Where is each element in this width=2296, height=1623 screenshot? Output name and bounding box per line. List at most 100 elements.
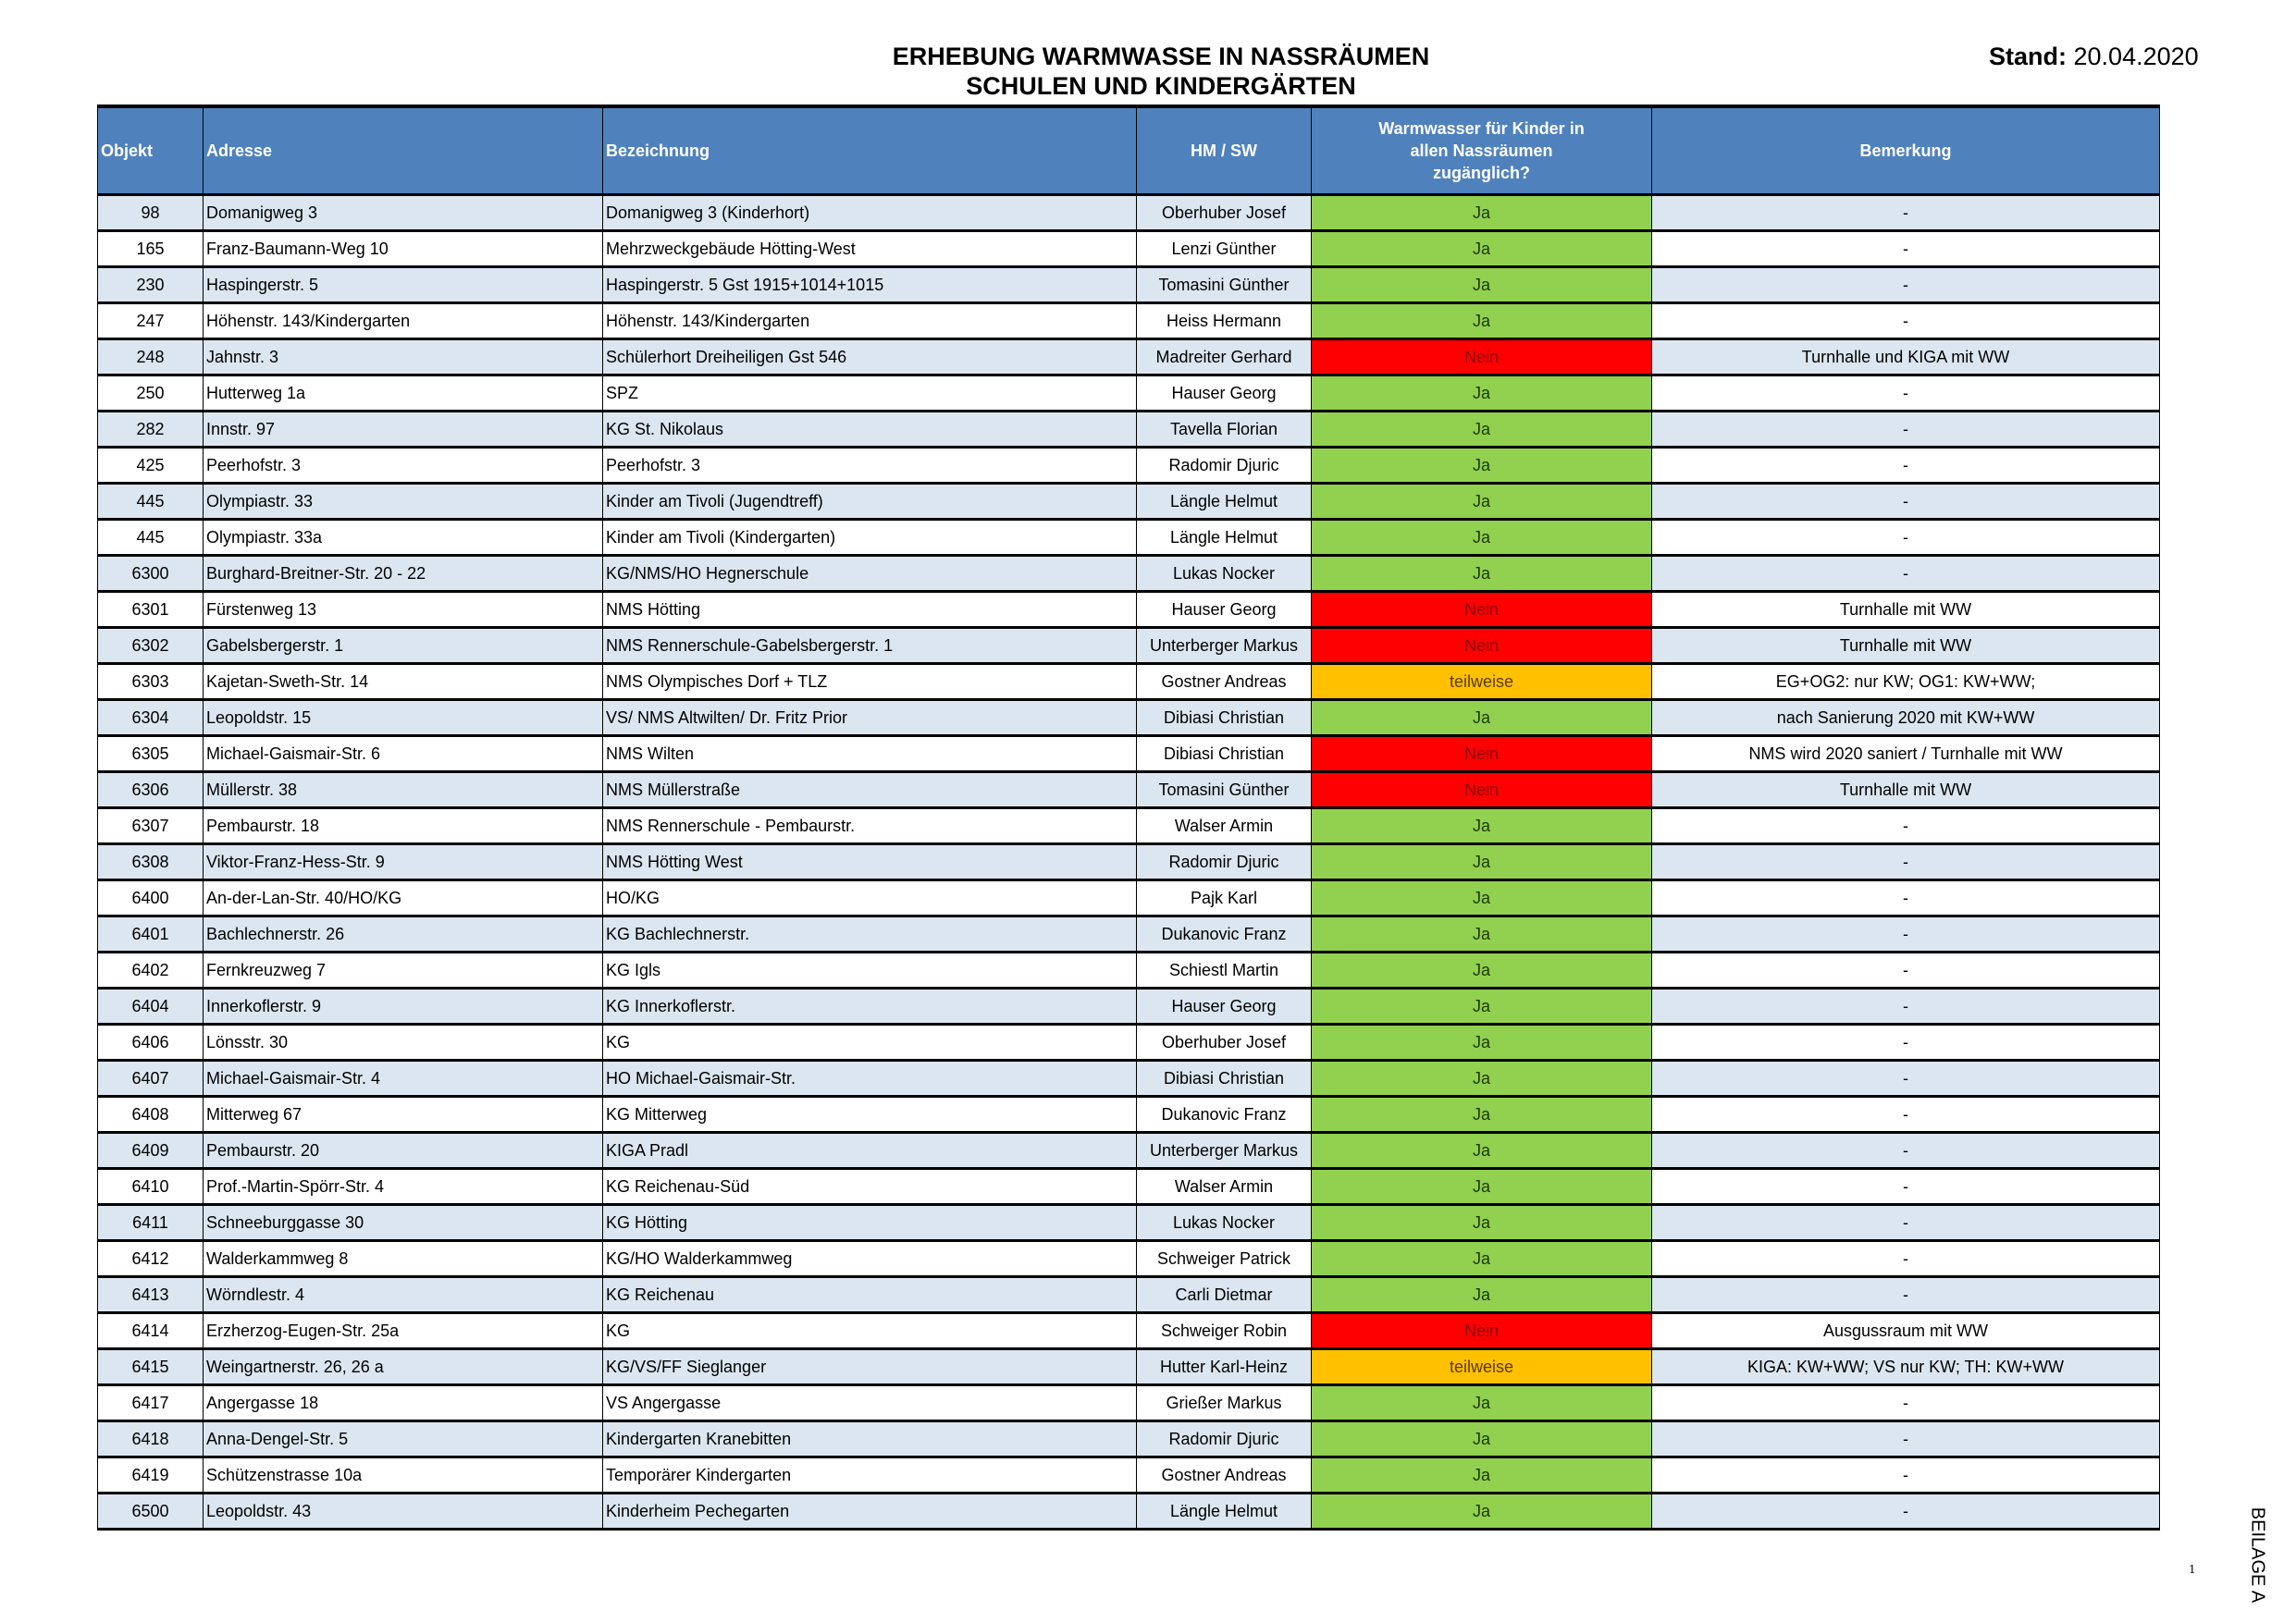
cell-adresse: Leopoldstr. 43 bbox=[203, 1492, 603, 1530]
cell-objekt: 6409 bbox=[97, 1131, 204, 1169]
cell-objekt: 6414 bbox=[97, 1311, 204, 1349]
cell-objekt: 6303 bbox=[97, 662, 204, 700]
table-row: 6418 Anna-Dengel-Str. 5 Kindergarten Krane… bbox=[97, 1420, 2160, 1457]
cell-bezeichnung: Peerhofstr. 3 bbox=[602, 446, 1137, 484]
cell-bemerkung: - bbox=[1651, 1239, 2160, 1277]
cell-hm-sw: Radomir Djuric bbox=[1136, 446, 1312, 484]
cell-objekt: 6302 bbox=[97, 626, 204, 664]
cell-bemerkung: Ausgussraum mit WW bbox=[1651, 1311, 2160, 1349]
cell-bezeichnung: KG Bachlechnerstr. bbox=[602, 915, 1137, 953]
table-row: 6500 Leopoldstr. 43 Kinderheim Pechegarten… bbox=[97, 1492, 2160, 1530]
cell-bezeichnung: Höhenstr. 143/Kindergarten bbox=[602, 301, 1137, 339]
cell-hm-sw: Walser Armin bbox=[1136, 806, 1312, 844]
cell-bezeichnung: SPZ bbox=[602, 374, 1137, 412]
cell-warmwasser-status: Ja bbox=[1311, 482, 1652, 520]
cell-adresse: Hutterweg 1a bbox=[203, 374, 603, 412]
column-header-adresse: Adresse bbox=[203, 105, 603, 196]
cell-bezeichnung: Kinderheim Pechegarten bbox=[602, 1492, 1137, 1530]
table-row: 6404 Innerkoflerstr. 9 KG Innerkoflerstr. H… bbox=[97, 987, 2160, 1025]
cell-objekt: 6406 bbox=[97, 1023, 204, 1061]
cell-bemerkung: - bbox=[1651, 193, 2160, 231]
cell-adresse: Innstr. 97 bbox=[203, 410, 603, 448]
cell-hm-sw: Längle Helmut bbox=[1136, 518, 1312, 556]
table-row: 247 Höhenstr. 143/Kindergarten Höhenstr. 1… bbox=[97, 301, 2160, 339]
table-row: 6303 Kajetan-Sweth-Str. 14 NMS Olympisches… bbox=[97, 662, 2160, 700]
cell-bemerkung: - bbox=[1651, 1059, 2160, 1097]
cell-bemerkung: - bbox=[1651, 446, 2160, 484]
cell-bemerkung: - bbox=[1651, 1383, 2160, 1421]
cell-warmwasser-status: Ja bbox=[1311, 229, 1652, 267]
cell-bezeichnung: VS/ NMS Altwilten/ Dr. Fritz Prior bbox=[602, 698, 1137, 736]
cell-hm-sw: Oberhuber Josef bbox=[1136, 193, 1312, 231]
cell-bezeichnung: Temporärer Kindergarten bbox=[602, 1456, 1137, 1494]
cell-hm-sw: Tomasini Günther bbox=[1136, 770, 1312, 808]
cell-objekt: 6305 bbox=[97, 734, 204, 772]
cell-bemerkung: - bbox=[1651, 1456, 2160, 1494]
cell-warmwasser-status: Ja bbox=[1311, 1131, 1652, 1169]
cell-bezeichnung: NMS Wilten bbox=[602, 734, 1137, 772]
cell-hm-sw: Unterberger Markus bbox=[1136, 626, 1312, 664]
cell-bemerkung: - bbox=[1651, 1131, 2160, 1169]
cell-bemerkung: Turnhalle und KIGA mit WW bbox=[1651, 338, 2160, 375]
cell-bemerkung: - bbox=[1651, 1420, 2160, 1457]
cell-bezeichnung: KG Reichenau-Süd bbox=[602, 1167, 1137, 1205]
table-row: 6401 Bachlechnerstr. 26 KG Bachlechnerstr.… bbox=[97, 915, 2160, 953]
cell-bezeichnung: KG Reichenau bbox=[602, 1275, 1137, 1313]
cell-adresse: Pembaurstr. 18 bbox=[203, 806, 603, 844]
table-row: 6302 Gabelsbergerstr. 1 NMS Rennerschule-G… bbox=[97, 626, 2160, 664]
cell-adresse: Müllerstr. 38 bbox=[203, 770, 603, 808]
cell-adresse: Leopoldstr. 15 bbox=[203, 698, 603, 736]
cell-bezeichnung: NMS Olympisches Dorf + TLZ bbox=[602, 662, 1137, 700]
cell-objekt: 6304 bbox=[97, 698, 204, 736]
cell-warmwasser-status: Ja bbox=[1311, 554, 1652, 592]
table-row: 6411 Schneeburggasse 30 KG Hötting Lukas No… bbox=[97, 1203, 2160, 1241]
cell-bemerkung: - bbox=[1651, 482, 2160, 520]
cell-bezeichnung: Domanigweg 3 (Kinderhort) bbox=[602, 193, 1137, 231]
cell-objekt: 250 bbox=[97, 374, 204, 412]
cell-warmwasser-status: Ja bbox=[1311, 987, 1652, 1025]
cell-adresse: Mitterweg 67 bbox=[203, 1095, 603, 1133]
cell-hm-sw: Dibiasi Christian bbox=[1136, 734, 1312, 772]
column-header-bezeichnung: Bezeichnung bbox=[602, 105, 1137, 196]
cell-bemerkung: Turnhalle mit WW bbox=[1651, 770, 2160, 808]
cell-hm-sw: Lukas Nocker bbox=[1136, 1203, 1312, 1241]
cell-objekt: 6307 bbox=[97, 806, 204, 844]
cell-objekt: 6500 bbox=[97, 1492, 204, 1530]
survey-table: Objekt Adresse Bezeichnung HM / SW Warmw… bbox=[97, 105, 2160, 1531]
cell-adresse: Peerhofstr. 3 bbox=[203, 446, 603, 484]
cell-objekt: 6408 bbox=[97, 1095, 204, 1133]
cell-hm-sw: Heiss Hermann bbox=[1136, 301, 1312, 339]
cell-hm-sw: Tomasini Günther bbox=[1136, 265, 1312, 303]
cell-bemerkung: Turnhalle mit WW bbox=[1651, 626, 2160, 664]
cell-bezeichnung: KG Hötting bbox=[602, 1203, 1137, 1241]
cell-objekt: 98 bbox=[97, 193, 204, 231]
cell-hm-sw: Hutter Karl-Heinz bbox=[1136, 1347, 1312, 1385]
cell-adresse: Prof.-Martin-Spörr-Str. 4 bbox=[203, 1167, 603, 1205]
cell-adresse: Walderkammweg 8 bbox=[203, 1239, 603, 1277]
cell-hm-sw: Gostner Andreas bbox=[1136, 662, 1312, 700]
cell-adresse: Jahnstr. 3 bbox=[203, 338, 603, 375]
cell-objekt: 6411 bbox=[97, 1203, 204, 1241]
cell-bezeichnung: VS Angergasse bbox=[602, 1383, 1137, 1421]
cell-hm-sw: Schweiger Patrick bbox=[1136, 1239, 1312, 1277]
cell-objekt: 6404 bbox=[97, 987, 204, 1025]
table-row: 98 Domanigweg 3 Domanigweg 3 (Kinderhort) O… bbox=[97, 193, 2160, 231]
cell-objekt: 165 bbox=[97, 229, 204, 267]
table-row: 250 Hutterweg 1a SPZ Hauser Georg Ja - bbox=[97, 374, 2160, 412]
table-row: 230 Haspingerstr. 5 Haspingerstr. 5 Gst 19… bbox=[97, 265, 2160, 303]
cell-adresse: Fürstenweg 13 bbox=[203, 590, 603, 628]
cell-objekt: 6415 bbox=[97, 1347, 204, 1385]
table-row: 6304 Leopoldstr. 15 VS/ NMS Altwilten/ Dr.… bbox=[97, 698, 2160, 736]
stand-value: 20.04.2020 bbox=[2073, 43, 2199, 70]
table-row: 282 Innstr. 97 KG St. Nikolaus Tavella Flor… bbox=[97, 410, 2160, 448]
stand-date: Stand: 20.04.2020 bbox=[1989, 42, 2199, 71]
cell-warmwasser-status: Ja bbox=[1311, 1095, 1652, 1133]
table-row: 6414 Erzherzog-Eugen-Str. 25a KG Schweiger … bbox=[97, 1311, 2160, 1349]
cell-warmwasser-status: teilweise bbox=[1311, 1347, 1652, 1385]
cell-adresse: Wörndlestr. 4 bbox=[203, 1275, 603, 1313]
cell-hm-sw: Hauser Georg bbox=[1136, 590, 1312, 628]
cell-adresse: Bachlechnerstr. 26 bbox=[203, 915, 603, 953]
cell-adresse: Domanigweg 3 bbox=[203, 193, 603, 231]
cell-bemerkung: - bbox=[1651, 842, 2160, 880]
cell-hm-sw: Schweiger Robin bbox=[1136, 1311, 1312, 1349]
